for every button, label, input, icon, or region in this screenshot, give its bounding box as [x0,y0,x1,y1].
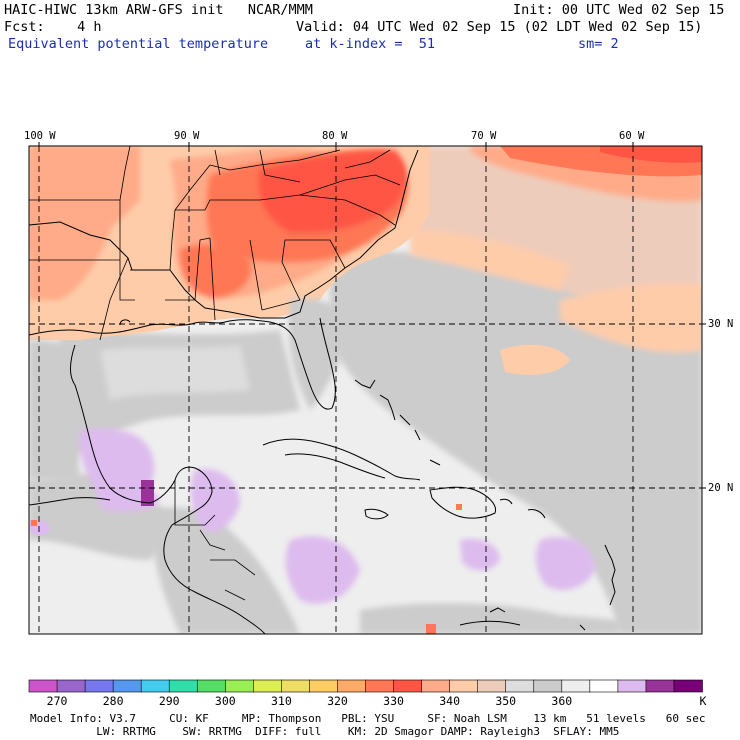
colorbar-tick-label: 350 [495,694,517,708]
field-name: Equivalent potential temperature [8,36,269,52]
lon-label-90w: 90 W [174,130,200,142]
lon-label-100w: 100 W [24,130,56,142]
colorbar-swatch [421,679,451,693]
lat-label-20n: 20 N [708,482,734,494]
header-line2-right: Valid: 04 UTC Wed 02 Sep 15 (02 LDT Wed … [296,19,703,35]
colorbar-tick-label: 290 [158,694,180,708]
colorbar-swatch [477,679,507,693]
header-line1-right: Init: 00 UTC Wed 02 Sep 15 [513,2,725,18]
level-label: at k-index = 51 [305,36,436,52]
lon-label-60w: 60 W [619,130,645,142]
country-borders [99,257,256,601]
colorbar-swatch [673,679,703,693]
smoothing-label: sm= 2 [578,36,619,52]
colorbar-swatch [561,679,591,693]
colorbar [28,679,703,693]
colorbar-tick-label: 330 [383,694,404,708]
colorbar-tick-label: 310 [270,694,292,708]
colorbar-swatch [224,679,255,693]
colorbar-swatch [253,679,283,693]
colorbar-tick-label: 270 [46,694,68,708]
colorbar-swatch [112,679,142,693]
theta-e-field [29,146,702,634]
colorbar-swatch [505,679,535,693]
colorbar-swatch [449,679,479,693]
colorbar-swatch [617,679,647,693]
colorbar-swatch [84,679,114,693]
colorbar-swatch [196,679,227,693]
footer-line2: LW: RRTMG SW: RRTMG DIFF: full KM: 2D Sm… [30,725,620,738]
header-line1-left: HAIC-HIWC 13km ARW-GFS init NCAR/MMM [4,2,313,18]
colorbar-swatch [168,679,199,693]
lon-label-80w: 80 W [322,130,348,142]
lat-label-30n: 30 N [708,318,734,330]
colorbar-swatch [365,679,395,693]
colorbar-tick-label: 280 [102,694,124,708]
colorbar-tick-label: 320 [327,694,348,708]
colorbar-swatch [309,679,339,693]
colorbar-tick-label: 300 [214,694,236,708]
footer-line1: Model Info: V3.7 CU: KF MP: Thompson PBL… [30,712,706,725]
colorbar-swatch [56,679,86,693]
state-borders [29,146,401,321]
colorbar-tick-label: 340 [439,694,461,708]
colorbar-swatch [589,679,619,693]
colorbar-swatch [140,679,171,693]
colorbar-swatch [28,679,58,693]
map-ticks [38,142,706,489]
colorbar-swatch [645,679,675,693]
map-frame [28,145,703,635]
colorbar-swatch [337,679,367,693]
colorbar-swatch [281,679,311,693]
colorbar-swatch [393,679,423,693]
graticule [29,146,702,634]
colorbar-swatch [533,679,563,693]
colorbar-unit: K [699,694,707,708]
lon-label-70w: 70 W [471,130,497,142]
colorbar-tick-label: 360 [551,694,573,708]
header-line2-left: Fcst: 4 h [4,19,102,35]
